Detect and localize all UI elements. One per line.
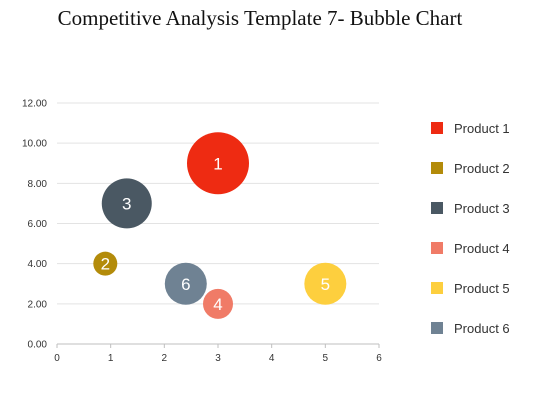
x-tick-label: 4: [269, 353, 275, 364]
y-axis-ticks: 0.00 2.00 4.00 6.00 8.00 10.00 12.00: [22, 99, 47, 351]
legend-label: Product 5: [454, 281, 510, 296]
x-tick-label: 1: [108, 353, 114, 364]
bubble-label-3: 3: [122, 194, 131, 213]
bubble-label-4: 4: [213, 295, 222, 314]
bubble-2: [93, 251, 118, 276]
bubble-6: [164, 262, 207, 305]
bubble-1: [187, 132, 249, 195]
y-tick-label: 10.00: [22, 139, 47, 150]
legend-label: Product 3: [454, 201, 510, 216]
x-tick-label: 5: [323, 353, 329, 364]
bubble-5: [304, 262, 347, 305]
y-tick-label: 0.00: [28, 340, 48, 351]
legend-swatch: [431, 242, 443, 254]
legend-label: Product 6: [454, 321, 510, 336]
bubbles: 1 2 3 4 5 6: [93, 132, 347, 319]
y-tick-label: 2.00: [28, 299, 48, 310]
y-tick-label: 12.00: [22, 99, 47, 110]
y-tick-label: 4.00: [28, 259, 48, 270]
x-tick-label: 0: [54, 353, 60, 364]
y-tick-label: 8.00: [28, 179, 48, 190]
bubble-label-2: 2: [101, 255, 110, 274]
legend-label: Product 1: [454, 121, 510, 136]
x-tick-label: 2: [162, 353, 168, 364]
legend-label: Product 2: [454, 161, 510, 176]
x-axis: [56, 343, 380, 348]
y-tick-label: 6.00: [28, 219, 48, 230]
legend-swatch: [431, 122, 443, 134]
legend-swatch: [431, 162, 443, 174]
legend: Product 1 Product 2 Product 3 Product 4 Prod…: [431, 121, 510, 336]
legend-swatch: [431, 282, 443, 294]
legend-swatch: [431, 322, 443, 334]
bubble-label-6: 6: [181, 275, 190, 294]
bubble-3: [101, 178, 152, 229]
legend-label: Product 4: [454, 241, 510, 256]
x-tick-label: 6: [376, 353, 382, 364]
x-tick-label: 3: [215, 353, 221, 364]
legend-swatch: [431, 202, 443, 214]
bubble-label-5: 5: [321, 275, 330, 294]
x-axis-ticks: 0 1 2 3 4 5 6: [54, 353, 382, 364]
bubble-label-1: 1: [213, 154, 222, 173]
chart-title: Competitive Analysis Template 7- Bubble …: [57, 6, 463, 30]
bubble-4: [203, 288, 233, 319]
